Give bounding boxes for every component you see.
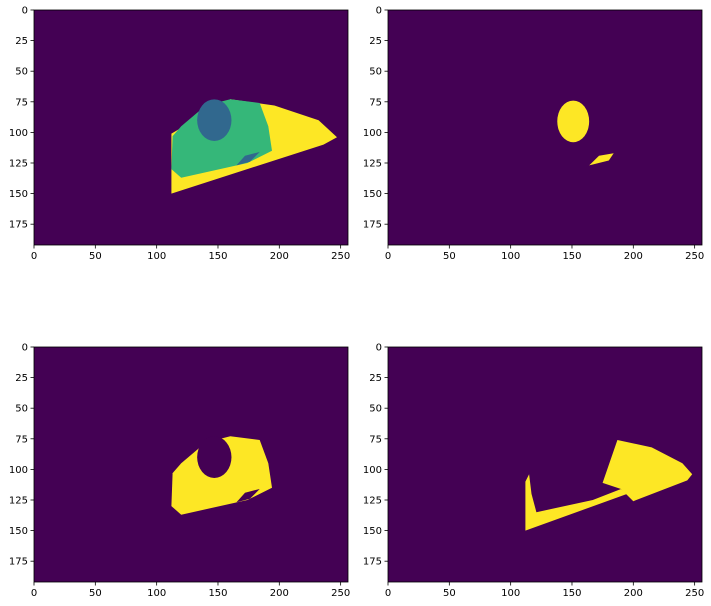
- y-tick-label: 100: [363, 465, 382, 476]
- y-tick-label: 125: [363, 158, 382, 169]
- y-tick-label: 175: [9, 557, 28, 568]
- x-tick-label: 50: [443, 251, 456, 262]
- teal-ellipse-region: [197, 99, 232, 141]
- x-tick-label: 50: [89, 251, 102, 262]
- x-tick-label: 250: [331, 588, 350, 599]
- x-tick-label: 100: [501, 588, 520, 599]
- x-tick-label: 50: [89, 588, 102, 599]
- y-tick-label: 50: [369, 67, 382, 78]
- y-tick-label: 125: [9, 158, 28, 169]
- x-tick-label: 250: [685, 251, 704, 262]
- x-tick-label: 150: [208, 588, 227, 599]
- panel-bottom-right: 0 50 100 150 200 250 0 25 50 75 100 125 150 175: [363, 343, 704, 600]
- panel-image: [525, 440, 693, 531]
- panel-image: [557, 100, 614, 166]
- panel-top-left: 0 50 100 150 200 250 0 25 50 75 100 125 150 175: [9, 6, 350, 263]
- x-tick-label: 50: [443, 588, 456, 599]
- x-tick-label: 100: [147, 588, 166, 599]
- panel-frame: [33, 346, 349, 583]
- y-tick-label: 0: [376, 6, 382, 17]
- hole-ellipse: [197, 436, 232, 478]
- y-tick-label: 25: [15, 373, 28, 384]
- y-tick-label: 75: [15, 434, 28, 445]
- y-tick-label: 50: [15, 404, 28, 415]
- y-tick-label: 125: [363, 495, 382, 506]
- y-tick-label: 100: [9, 128, 28, 139]
- y-tick-label: 100: [363, 128, 382, 139]
- y-tick-label: 25: [369, 373, 382, 384]
- x-tick-label: 200: [624, 588, 643, 599]
- x-tick-label: 250: [685, 588, 704, 599]
- yellow-ellipse-region: [557, 100, 590, 143]
- y-tick-label: 150: [363, 189, 382, 200]
- x-tick-label: 200: [270, 588, 289, 599]
- y-tick-label: 50: [15, 67, 28, 78]
- x-tick-label: 0: [385, 588, 391, 599]
- y-tick-label: 150: [363, 526, 382, 537]
- x-tick-label: 150: [208, 251, 227, 262]
- y-tick-label: 75: [369, 434, 382, 445]
- y-tick-label: 75: [15, 97, 28, 108]
- x-tick-label: 100: [501, 251, 520, 262]
- y-tick-label: 175: [363, 557, 382, 568]
- y-tick-label: 175: [9, 220, 28, 231]
- panel-image: [171, 99, 337, 194]
- teal-wedge-region: [236, 152, 260, 166]
- x-tick-label: 100: [147, 251, 166, 262]
- x-tick-label: 0: [31, 251, 37, 262]
- y-tick-label: 150: [9, 526, 28, 537]
- panel-image: [171, 436, 272, 515]
- y-tick-label: 0: [376, 343, 382, 354]
- y-tick-label: 100: [9, 465, 28, 476]
- yellow-wedge-region: [589, 153, 614, 166]
- x-tick-label: 200: [270, 251, 289, 262]
- x-tick-label: 150: [562, 588, 581, 599]
- panel-frame: [33, 9, 349, 246]
- hole-wedge: [236, 489, 260, 503]
- y-tick-label: 75: [369, 97, 382, 108]
- x-tick-label: 200: [624, 251, 643, 262]
- y-tick-label: 125: [9, 495, 28, 506]
- panel-frame: [387, 346, 703, 583]
- y-tick-label: 0: [22, 343, 28, 354]
- x-tick-label: 150: [562, 251, 581, 262]
- y-tick-label: 25: [15, 36, 28, 47]
- yellow-head-region: [602, 440, 693, 502]
- y-tick-label: 150: [9, 189, 28, 200]
- panel-frame: [387, 9, 703, 246]
- yellow-tail-region: [525, 474, 628, 531]
- y-tick-label: 175: [363, 220, 382, 231]
- x-tick-label: 0: [31, 588, 37, 599]
- x-tick-label: 250: [331, 251, 350, 262]
- x-tick-label: 0: [385, 251, 391, 262]
- panel-top-right: 0 50 100 150 200 250 0 25 50 75 100 125 150 175: [363, 6, 704, 263]
- panel-background: [388, 10, 702, 245]
- y-tick-label: 0: [22, 6, 28, 17]
- y-tick-label: 25: [369, 36, 382, 47]
- y-tick-label: 50: [369, 404, 382, 415]
- panel-bottom-left: 0 50 100 150 200 250 0 25 50 75 100 125 150 175: [9, 343, 350, 600]
